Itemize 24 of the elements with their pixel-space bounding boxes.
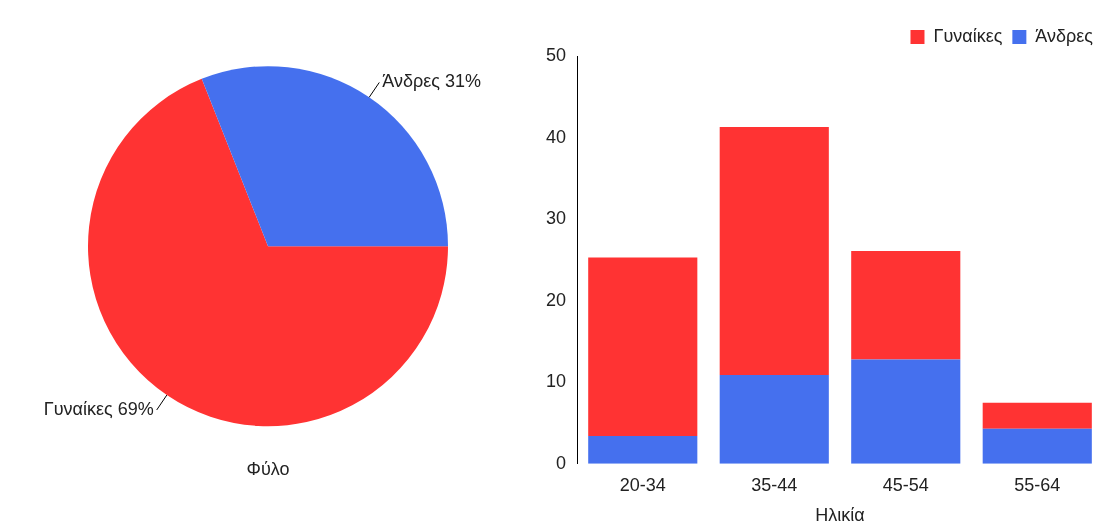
slice-label: Άνδρες 31% — [382, 71, 481, 92]
x-axis-title: Ηλικία — [815, 505, 865, 526]
legend-label: Γυναίκες — [933, 25, 1003, 46]
y-tick-label: 30 — [545, 208, 567, 229]
bar — [982, 428, 1092, 464]
y-tick-label: 20 — [545, 289, 567, 310]
slice-label: Γυναίκες 69% — [43, 398, 154, 419]
x-tick-label: 20-34 — [619, 474, 666, 495]
bar — [719, 374, 829, 464]
y-tick-label: 40 — [545, 126, 567, 147]
text: Φύλο — [246, 459, 290, 480]
y-tick-label: 50 — [545, 44, 567, 65]
x-tick-label: 45-54 — [882, 474, 929, 495]
bar — [719, 126, 829, 375]
legend-label: Άνδρες — [1035, 25, 1094, 46]
bar — [851, 250, 961, 360]
x-tick-label: 55-64 — [1014, 474, 1061, 495]
y-tick-label: 0 — [556, 452, 567, 473]
y-tick-label: 10 — [545, 371, 567, 392]
bar — [982, 402, 1092, 429]
bar — [588, 257, 698, 437]
x-tick-label: 35-44 — [751, 474, 798, 495]
bar — [588, 436, 698, 464]
bar — [851, 359, 961, 464]
